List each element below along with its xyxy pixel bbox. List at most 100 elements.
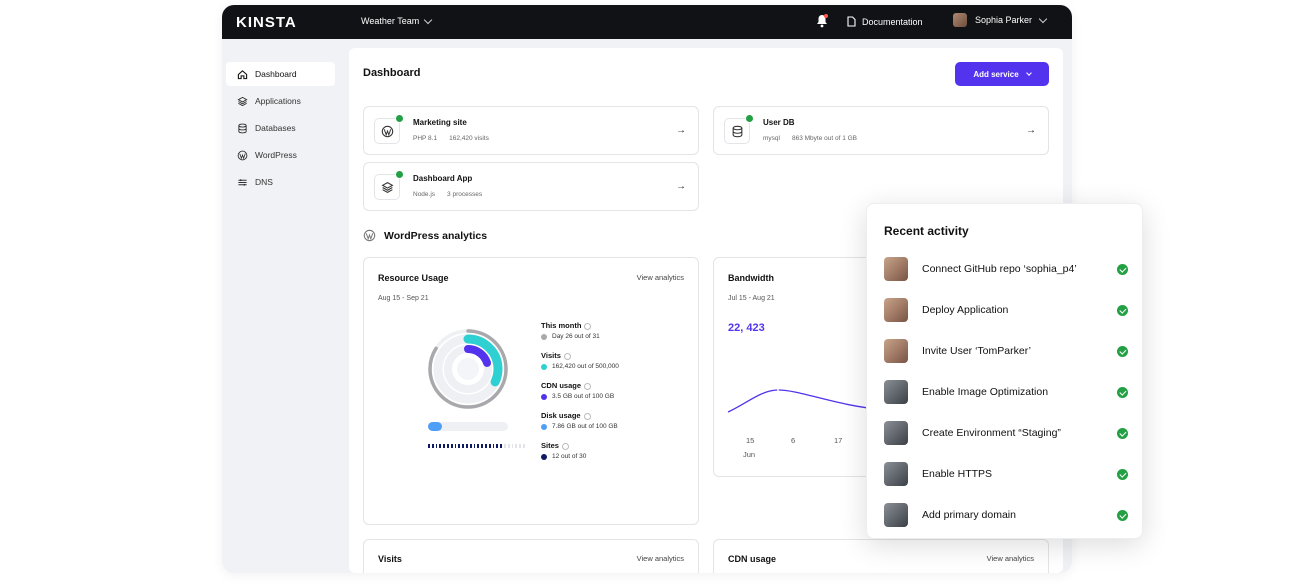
sidebar-item-databases[interactable]: Databases [226, 116, 335, 140]
panel-title: Recent activity [884, 224, 969, 238]
service-meta: Node.js 3 processes [413, 191, 482, 198]
service-runtime: Node.js [413, 191, 436, 198]
service-runtime: PHP 8.1 [413, 135, 438, 142]
check-circle-icon [1117, 509, 1128, 521]
site-slot [469, 444, 472, 448]
team-selector[interactable]: Weather Team [361, 15, 433, 26]
activity-item[interactable]: Enable Image Optimization [884, 380, 1128, 404]
recent-activity-panel: Recent activity Connect GitHub repo ‘sop… [866, 203, 1143, 539]
sidebar-item-dns[interactable]: DNS [226, 170, 335, 194]
disk-usage-bar [428, 422, 508, 431]
site-slot [443, 444, 445, 448]
info-icon[interactable] [583, 412, 591, 420]
info-icon[interactable] [561, 442, 569, 450]
site-slot [481, 444, 483, 448]
wordpress-icon [363, 229, 376, 242]
check-circle-icon [1117, 263, 1128, 275]
avatar [884, 462, 908, 486]
service-card-user-db[interactable]: User DB mysql 863 Mbyte out of 1 GB → [713, 106, 1049, 155]
service-name: Marketing site [413, 118, 467, 127]
service-stat: 863 Mbyte out of 1 GB [791, 135, 858, 142]
check-circle-icon [1117, 304, 1128, 316]
legend-detail: 12 out of 30 [552, 453, 587, 460]
view-analytics-link[interactable]: View analytics [636, 273, 684, 282]
info-icon[interactable] [584, 382, 592, 390]
check-circle-icon [1117, 427, 1128, 439]
card-title: Resource Usage [378, 273, 449, 283]
info-icon[interactable] [584, 322, 592, 330]
add-service-label: Add service [973, 69, 1019, 79]
activity-item[interactable]: Invite User ‘TomParker’ [884, 339, 1128, 363]
view-analytics-link[interactable]: View analytics [636, 554, 684, 563]
bell-icon[interactable] [816, 14, 828, 28]
chevron-down-icon [423, 15, 433, 24]
site-slot [522, 444, 525, 448]
activity-item[interactable]: Add primary domain [884, 503, 1128, 527]
site-slot [431, 444, 434, 448]
avatar [884, 380, 908, 404]
x-tick: 15 [746, 436, 755, 445]
resource-usage-card: Resource Usage View analytics Aug 15 - S… [363, 257, 699, 525]
info-icon[interactable] [563, 352, 571, 360]
page-title: Dashboard [363, 67, 421, 79]
check-circle-icon [1117, 386, 1128, 398]
sidebar-item-wordpress[interactable]: WordPress [226, 143, 335, 167]
user-name: Sophia Parker [975, 15, 1033, 25]
wordpress-icon [237, 150, 248, 160]
service-card-marketing-site[interactable]: Marketing site PHP 8.1 162,420 visits → [363, 106, 699, 155]
activity-label: Create Environment “Staging” [922, 427, 1061, 439]
sidebar-item-applications[interactable]: Applications [226, 89, 335, 113]
status-ok-icon [745, 114, 754, 123]
documentation-label: Documentation [862, 16, 923, 27]
avatar [953, 13, 967, 27]
kinsta-logo[interactable]: KINSTA [236, 14, 297, 31]
site-slot [515, 444, 518, 448]
section-title: WordPress analytics [384, 229, 488, 242]
check-circle-icon [1117, 468, 1128, 480]
top-bar: KINSTA Weather Team Documentation Sophia… [222, 5, 1072, 39]
this-month-ring [428, 329, 508, 409]
activity-item[interactable]: Enable HTTPS [884, 462, 1128, 486]
activity-item[interactable]: Deploy Application [884, 298, 1128, 322]
site-slot [511, 444, 514, 448]
service-icon [374, 114, 404, 144]
site-slot [488, 444, 491, 448]
view-analytics-link[interactable]: View analytics [986, 554, 1034, 563]
legend-detail: 3.5 GB out of 100 GB [552, 393, 615, 400]
activity-label: Deploy Application [922, 304, 1009, 316]
bandwidth-line-chart [727, 388, 886, 413]
x-tick-month: Jun [743, 450, 756, 459]
legend-heading: Visits [541, 351, 561, 360]
dns-icon [238, 178, 247, 186]
add-service-button[interactable]: Add service [955, 62, 1049, 86]
activity-item[interactable]: Create Environment “Staging” [884, 421, 1128, 445]
sidebar-item-dashboard[interactable]: Dashboard [226, 62, 335, 86]
documentation-link[interactable]: Documentation [847, 16, 923, 27]
service-card-dashboard-app[interactable]: Dashboard App Node.js 3 processes → [363, 162, 699, 211]
legend-swatch [541, 453, 547, 460]
legend-sites: Sites 12 out of 30 [541, 441, 619, 471]
bandwidth-value: 22, 423 [728, 322, 765, 334]
sites-indicator [428, 444, 525, 448]
layers-icon [237, 96, 248, 106]
status-ok-icon [395, 114, 404, 123]
avatar [884, 503, 908, 527]
activity-item[interactable]: Connect GitHub repo ‘sophia_p4’ [884, 257, 1128, 281]
arrow-right-icon: → [676, 181, 686, 192]
arrow-right-icon: → [676, 125, 686, 136]
x-tick: 6 [791, 436, 796, 445]
activity-label: Invite User ‘TomParker’ [922, 345, 1031, 357]
activity-label: Connect GitHub repo ‘sophia_p4’ [922, 263, 1077, 275]
service-meta: mysql 863 Mbyte out of 1 GB [763, 135, 857, 142]
user-menu[interactable]: Sophia Parker [953, 13, 1048, 27]
site-slot [439, 444, 442, 448]
arrow-right-icon: → [1026, 125, 1036, 136]
site-slot [450, 444, 453, 448]
sidebar: Dashboard Applications Databases WordPre… [222, 39, 348, 573]
site-slot [507, 444, 510, 448]
legend-cdn-usage: CDN usage 3.5 GB out of 100 GB [541, 381, 619, 411]
legend-heading: CDN usage [541, 381, 582, 390]
disk-usage-fill [428, 422, 443, 431]
team-name: Weather Team [361, 16, 420, 26]
activity-label: Add primary domain [922, 509, 1016, 521]
